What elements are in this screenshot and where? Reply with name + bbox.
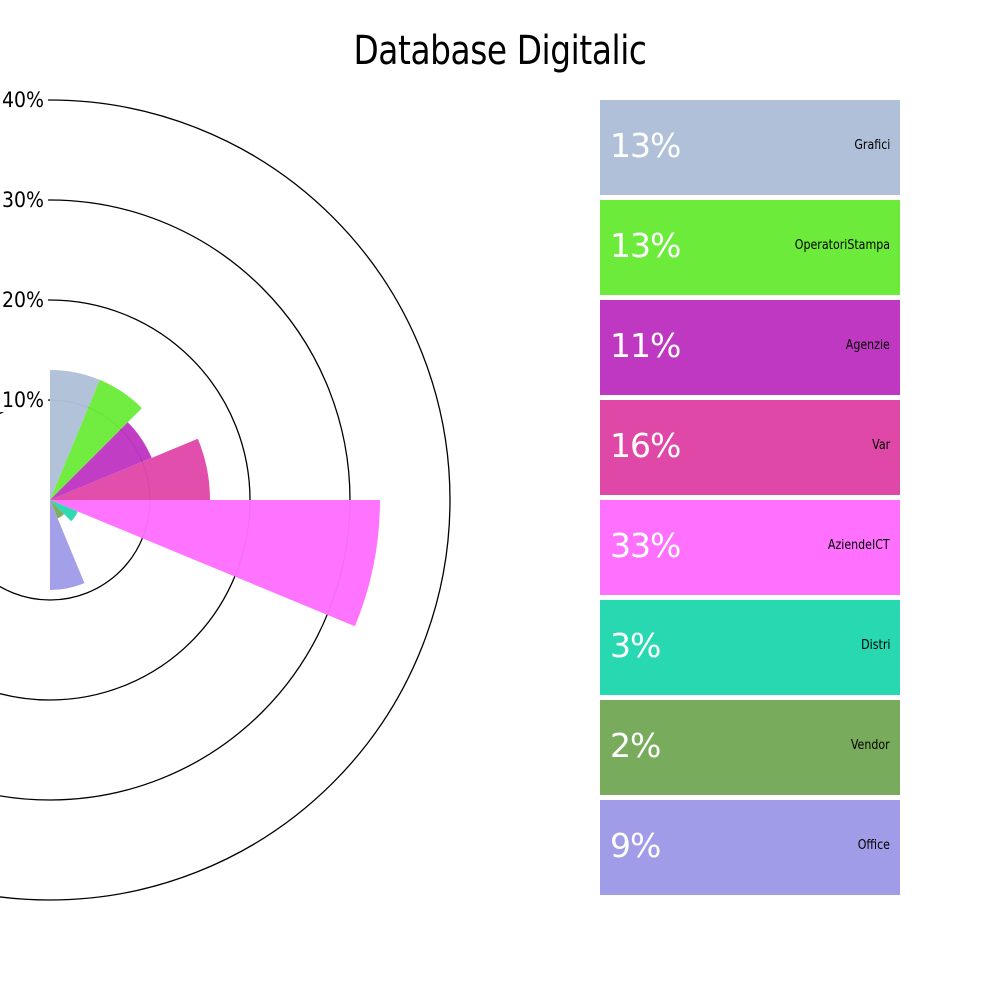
radial-tick-label: 40% (2, 88, 44, 112)
tick-label-bg (0, 286, 48, 312)
radial-tick-label: 10% (2, 388, 44, 412)
legend-label: Agenzie (845, 338, 890, 353)
legend-percent: 9% (610, 826, 661, 865)
legend-label: AziendeICT (828, 538, 890, 553)
radial-tick-labels: 10% 20% 30% 40% (0, 86, 48, 412)
legend-item-grafici: 13% Grafici (600, 100, 900, 195)
tick-label-bg (0, 386, 48, 412)
sector-agenzie (50, 422, 152, 500)
radial-tick-label: 30% (2, 188, 44, 212)
legend: 13% Grafici 13% OperatoriStampa 11% Agenzie 16… (600, 100, 900, 900)
sector-vendor (50, 500, 65, 519)
legend-item-operatoristampa: 13% OperatoriStampa (600, 200, 900, 295)
radial-tick-label: 20% (2, 288, 44, 312)
sectors (50, 370, 380, 627)
chart-title: Database Digitalic (353, 28, 647, 74)
legend-label: Grafici (854, 138, 890, 153)
sector-office (50, 500, 85, 590)
legend-item-aziendeict: 33% AziendeICT (600, 500, 900, 595)
legend-label: Vendor (851, 738, 890, 753)
legend-item-agenzie: 11% Agenzie (600, 300, 900, 395)
tick-label-bg (0, 186, 48, 212)
legend-percent: 3% (610, 626, 661, 665)
sector-grafici (50, 370, 100, 500)
tick-label-bg (0, 86, 48, 112)
sector-operatoristampa (50, 379, 142, 500)
legend-item-distri: 3% Distri (600, 600, 900, 695)
legend-percent: 11% (610, 326, 681, 365)
grid-ring-40 (0, 99, 451, 901)
sector-distri (50, 500, 78, 522)
sector-var (50, 438, 210, 500)
legend-percent: 13% (610, 126, 681, 165)
legend-percent: 13% (610, 226, 681, 265)
legend-percent: 2% (610, 726, 661, 765)
legend-label: Distri (860, 638, 890, 653)
legend-label: Office (857, 838, 890, 853)
legend-item-var: 16% Var (600, 400, 900, 495)
legend-item-office: 9% Office (600, 800, 900, 895)
legend-label: OperatoriStampa (794, 238, 890, 253)
legend-item-vendor: 2% Vendor (600, 700, 900, 795)
legend-percent: 33% (610, 526, 681, 565)
legend-percent: 16% (610, 426, 681, 465)
sector-aziendeict (50, 500, 380, 627)
legend-label: Var (871, 438, 890, 453)
